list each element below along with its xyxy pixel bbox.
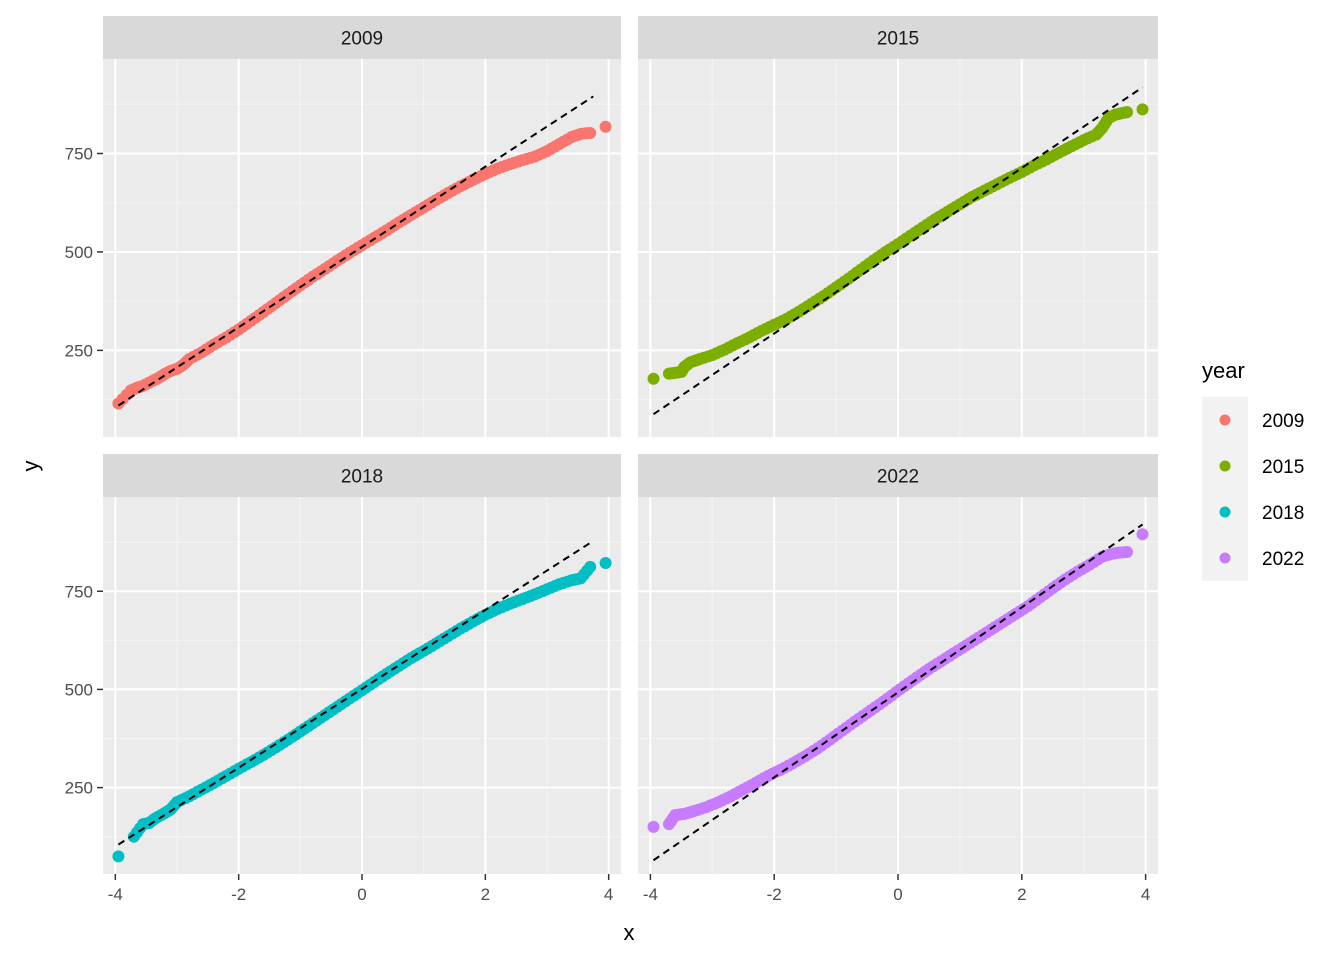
legend-key-2018 — [1219, 506, 1231, 518]
reference-line — [652, 523, 1144, 862]
x-tick-label: 4 — [604, 885, 613, 904]
data-point — [1118, 106, 1131, 119]
x-tick-label: -2 — [231, 885, 246, 904]
legend-label: 2022 — [1262, 549, 1304, 570]
data-point — [599, 120, 612, 133]
legend-key-2022 — [1219, 552, 1231, 564]
legend-key-2009 — [1219, 414, 1231, 426]
x-tick-label: 4 — [1141, 885, 1150, 904]
data-point — [581, 127, 594, 140]
legend-label: 2009 — [1262, 411, 1304, 432]
data-point — [863, 257, 876, 270]
x-axis-title: x — [624, 920, 635, 945]
data-point — [1136, 528, 1149, 541]
reference-line — [117, 540, 594, 846]
strip-background — [638, 16, 1158, 59]
data-point — [1030, 594, 1043, 607]
strip-background — [103, 454, 621, 497]
x-tick-label: 0 — [893, 885, 902, 904]
legend-label: 2015 — [1262, 457, 1304, 478]
data-point — [1117, 546, 1130, 559]
y-tick-label: 500 — [65, 243, 93, 262]
y-tick-label: 750 — [65, 582, 93, 601]
data-point — [599, 556, 612, 569]
data-point — [1136, 103, 1149, 116]
legend-label: 2018 — [1262, 503, 1304, 524]
y-tick-label: 500 — [65, 680, 93, 699]
x-tick-label: 0 — [357, 885, 366, 904]
data-point — [850, 266, 863, 279]
axes-layer: 250 500 750 250 500 750 -4 -2 0 2 4 -4 -2 0 2 4 — [65, 145, 1151, 905]
x-tick-label: -4 — [643, 885, 658, 904]
y-axis-title: y — [18, 461, 43, 472]
data-point — [581, 564, 594, 577]
strip-label: 2009 — [341, 29, 383, 50]
strip-label: 2022 — [877, 467, 919, 488]
data-point — [647, 820, 660, 833]
panel-2009: 2009 — [103, 16, 621, 437]
panels-layer: 2009 2015 2018 2022 — [103, 16, 1158, 874]
strip-background — [638, 454, 1158, 497]
x-tick-label: -4 — [108, 885, 123, 904]
data-point — [647, 372, 660, 385]
y-tick-label: 250 — [65, 341, 93, 360]
y-tick-label: 750 — [65, 145, 93, 164]
panel-2015: 2015 — [638, 16, 1158, 437]
y-tick-label: 250 — [65, 779, 93, 798]
x-tick-label: 2 — [1017, 885, 1026, 904]
legend: year 2009 2015 2018 2022 — [1202, 358, 1304, 581]
strip-label: 2018 — [341, 467, 383, 488]
legend-key-2015 — [1219, 460, 1231, 472]
reference-line — [652, 86, 1144, 415]
strip-label: 2015 — [877, 29, 919, 50]
data-point — [112, 850, 125, 863]
legend-title: year — [1202, 358, 1245, 383]
panel-2022: 2022 — [638, 454, 1158, 874]
x-tick-label: 2 — [481, 885, 490, 904]
reference-line — [117, 95, 594, 407]
x-tick-label: -2 — [767, 885, 782, 904]
strip-background — [103, 16, 621, 59]
panel-2018: 2018 — [103, 454, 621, 874]
